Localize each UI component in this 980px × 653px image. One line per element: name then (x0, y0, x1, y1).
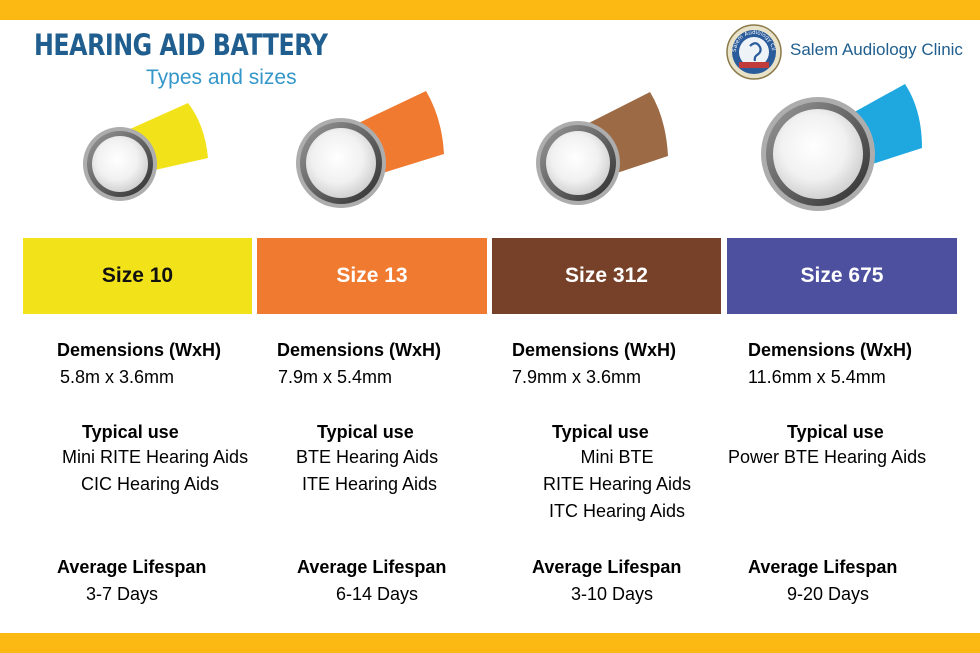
size312-lifespan-value: 3-10 Days (571, 584, 654, 604)
size10-band: Size 10 (23, 238, 252, 314)
use-item: RITE Hearing Aids (542, 474, 692, 494)
use-item: Power BTE Hearing Aids (728, 447, 927, 467)
size312-dimensions-value: 7.9mm x 3.6mm (512, 367, 642, 387)
size675-use-heading: Typical use (787, 422, 884, 442)
page-subtitle: Types and sizes (146, 66, 297, 89)
page-title: HEARING AID BATTERY (34, 28, 328, 62)
use-item: ITC Hearing Aids (548, 501, 686, 521)
size312-dimensions-heading: Demensions (WxH) (512, 340, 677, 360)
size13-lifespan-value: 6-14 Days (336, 584, 419, 604)
use-item: Mini RITE Hearing Aids (62, 447, 249, 467)
bottom-banner-bar (0, 633, 980, 653)
size675-dimensions-heading: Demensions (WxH) (748, 340, 913, 360)
size13-label: Size 13 (336, 264, 408, 287)
battery-illustrations (83, 84, 922, 211)
size13-dimensions-heading: Demensions (WxH) (277, 340, 442, 360)
size675-band: Size 675 (727, 238, 957, 314)
top-banner-bar (0, 0, 980, 20)
battery-size13-icon (296, 91, 444, 208)
size10-lifespan-value: 3-7 Days (86, 584, 159, 604)
size10-use-list: Mini RITE Hearing Aids CIC Hearing Aids (62, 444, 248, 498)
size10-dimensions-heading: Demensions (WxH) (57, 340, 222, 360)
size10-label: Size 10 (101, 264, 174, 287)
size10-lifespan-heading: Average Lifespan (57, 557, 207, 577)
size312-lifespan-heading: Average Lifespan (532, 557, 682, 577)
use-item: Mini BTE (580, 447, 654, 467)
size312-use-heading: Typical use (552, 422, 649, 442)
battery-size675-icon (761, 84, 922, 211)
size675-use-list: Power BTE Hearing Aids (728, 444, 926, 471)
size13-band: Size 13 (257, 238, 487, 314)
clinic-name: Salem Audiology Clinic (790, 40, 963, 59)
size13-use-heading: Typical use (317, 422, 414, 442)
use-item: BTE Hearing Aids (296, 447, 439, 467)
size312-use-list: Mini BTE RITE Hearing Aids ITC Hearing A… (532, 444, 702, 525)
size675-label: Size 675 (800, 264, 884, 287)
battery-size10-icon (83, 103, 208, 201)
use-item: CIC Hearing Aids (81, 474, 220, 494)
size312-band: Size 312 (492, 238, 721, 314)
clinic-logo: Salem Audiology Clinic (726, 24, 782, 80)
size13-use-list: BTE Hearing Aids ITE Hearing Aids (296, 444, 438, 498)
size675-lifespan-heading: Average Lifespan (748, 557, 898, 577)
size13-lifespan-heading: Average Lifespan (297, 557, 447, 577)
size312-label: Size 312 (565, 264, 648, 287)
size13-dimensions-value: 7.9m x 5.4mm (278, 367, 393, 387)
use-item: ITE Hearing Aids (302, 474, 438, 494)
size10-dimensions-value: 5.8m x 3.6mm (60, 367, 175, 387)
size10-use-heading: Typical use (82, 422, 179, 442)
battery-size312-icon (536, 92, 668, 205)
size675-lifespan-value: 9-20 Days (787, 584, 870, 604)
size675-dimensions-value: 11.6mm x 5.4mm (748, 367, 886, 387)
